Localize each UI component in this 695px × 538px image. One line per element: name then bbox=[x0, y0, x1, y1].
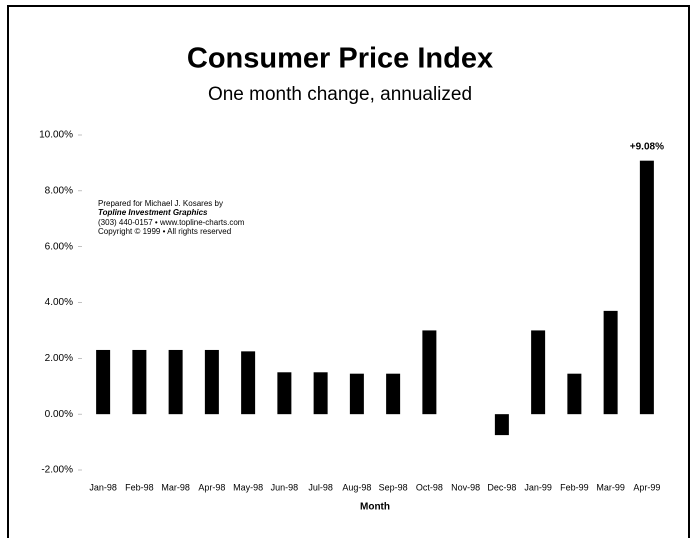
y-tick-label: 8.00% bbox=[45, 185, 73, 196]
bar bbox=[422, 330, 437, 415]
bar bbox=[531, 330, 546, 415]
x-tick-label: Jan-98 bbox=[89, 482, 117, 492]
annotation-line: Topline Investment Graphics bbox=[98, 208, 208, 217]
bar bbox=[277, 372, 292, 415]
y-tick-label: -2.00% bbox=[41, 465, 73, 476]
bar bbox=[204, 349, 219, 415]
frame bbox=[7, 5, 690, 538]
y-tick-label: 10.00% bbox=[39, 130, 73, 141]
bar bbox=[132, 349, 147, 415]
annotation-line: (303) 440-0157 • www.topline-charts.com bbox=[98, 218, 245, 227]
bar bbox=[567, 373, 582, 415]
y-tick-label: 6.00% bbox=[45, 241, 73, 252]
x-tick-label: Jan-99 bbox=[524, 482, 552, 492]
x-tick-label: Aug-98 bbox=[342, 482, 371, 492]
y-tick-label: 4.00% bbox=[45, 297, 73, 308]
value-label: +9.08% bbox=[630, 141, 664, 152]
x-tick-label: Jun-98 bbox=[271, 482, 299, 492]
x-tick-label: Apr-99 bbox=[633, 482, 660, 492]
bar bbox=[386, 373, 401, 415]
x-tick-label: Sep-98 bbox=[379, 482, 408, 492]
x-tick-label: Apr-98 bbox=[198, 482, 225, 492]
x-tick-label: Dec-98 bbox=[487, 482, 516, 492]
y-tick-label: 0.00% bbox=[45, 409, 73, 420]
bar bbox=[96, 349, 111, 415]
y-tick-label: 2.00% bbox=[45, 353, 73, 364]
x-tick-label: Feb-98 bbox=[125, 482, 154, 492]
bar bbox=[241, 351, 256, 415]
bar bbox=[349, 373, 364, 415]
bar bbox=[313, 372, 328, 415]
x-axis-label: Month bbox=[360, 502, 390, 513]
annotation-line: Prepared for Michael J. Kosares by bbox=[98, 199, 223, 208]
bar bbox=[168, 349, 183, 415]
x-tick-label: Feb-99 bbox=[560, 482, 589, 492]
chart-title: Consumer Price Index bbox=[187, 43, 493, 75]
annotation: Prepared for Michael J. Kosares by Topli… bbox=[98, 199, 245, 236]
x-tick-label: Jul-98 bbox=[308, 482, 333, 492]
bar bbox=[639, 160, 654, 415]
bar bbox=[603, 310, 618, 415]
chart-subtitle: One month change, annualized bbox=[208, 84, 472, 105]
x-tick-label: Oct-98 bbox=[416, 482, 443, 492]
x-tick-label: May-98 bbox=[233, 482, 263, 492]
x-tick-label: Mar-99 bbox=[596, 482, 625, 492]
annotation-line: Copyright © 1999 • All rights reserved bbox=[98, 227, 231, 236]
x-tick-label: Mar-98 bbox=[161, 482, 190, 492]
x-tick-label: Nov-98 bbox=[451, 482, 480, 492]
bar bbox=[494, 414, 509, 436]
